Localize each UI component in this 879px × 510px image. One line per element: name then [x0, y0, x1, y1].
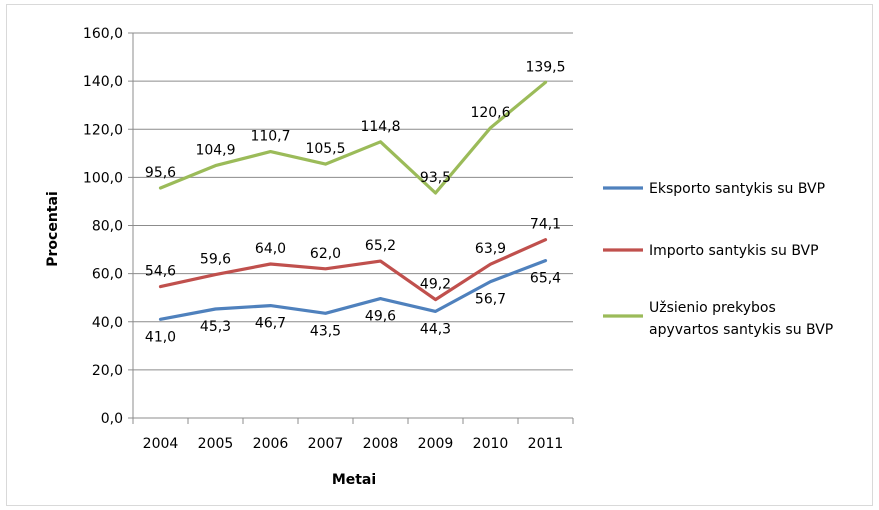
legend: Eksporto santykis su BVP Importo santykis…: [603, 181, 833, 338]
x-tick-label: 2004: [143, 436, 179, 452]
data-label: 65,2: [365, 238, 396, 254]
y-tick-label: 100,0: [83, 170, 123, 186]
data-label: 59,6: [200, 252, 231, 268]
chart-frame: [6, 4, 873, 506]
data-label: 95,6: [145, 165, 176, 181]
y-tick-label: 80,0: [92, 219, 123, 235]
data-label: 114,8: [360, 119, 400, 135]
series-line-3: [158, 80, 548, 195]
x-tick-label: 2010: [473, 436, 509, 452]
data-label: 56,7: [475, 292, 506, 308]
data-label: 44,3: [420, 321, 451, 337]
data-label: 43,5: [310, 323, 341, 339]
data-label: 104,9: [195, 143, 235, 159]
gridlines: [133, 32, 573, 371]
x-tick-label: 2009: [418, 436, 454, 452]
data-label: 64,0: [255, 241, 286, 257]
x-tick-label: 2008: [363, 436, 399, 452]
x-tick-label: 2006: [253, 436, 289, 452]
data-label: 62,0: [310, 246, 341, 262]
y-tick-label: 60,0: [92, 267, 123, 283]
data-label: 49,2: [420, 277, 451, 293]
y-tick-label: 40,0: [92, 315, 123, 331]
data-label: 105,5: [305, 141, 345, 157]
data-label: 74,1: [530, 217, 561, 233]
data-label: 65,4: [530, 271, 561, 287]
data-label: 120,6: [470, 105, 510, 121]
axes: [128, 32, 574, 424]
y-tick-label: 160,0: [83, 26, 123, 42]
data-label: 54,6: [145, 264, 176, 280]
data-label: 93,5: [420, 170, 451, 186]
series-line-2: [158, 238, 548, 302]
data-labels: 41,0 45,3 46,7 43,5 49,6 44,3 56,7 65,4 54,6 59,6…: [145, 59, 566, 345]
data-label: 110,7: [250, 129, 290, 145]
x-tick-label: 2005: [198, 436, 234, 452]
series-lines: [158, 80, 548, 321]
series-line-1: [158, 259, 548, 321]
legend-label-1: Eksporto santykis su BVP: [649, 181, 825, 197]
data-label: 45,3: [200, 319, 231, 335]
y-tick-label: 120,0: [83, 122, 123, 138]
y-tick-label: 20,0: [92, 363, 123, 379]
y-tick-labels: 0,0 20,0 40,0 60,0 80,0 100,0 120,0 140,0 160,0: [83, 26, 123, 427]
data-label: 49,6: [365, 309, 396, 325]
data-label: 46,7: [255, 316, 286, 332]
y-axis-title: Procentai: [45, 191, 61, 266]
x-tick-label: 2011: [528, 436, 564, 452]
legend-label-2: Importo santykis su BVP: [649, 243, 819, 259]
y-tick-label: 0,0: [101, 411, 123, 427]
x-tick-label: 2007: [308, 436, 344, 452]
legend-label-3: apyvartos santykis su BVP: [649, 322, 833, 338]
data-label: 41,0: [145, 329, 176, 345]
legend-label-3: Užsienio prekybos: [649, 300, 776, 316]
x-axis-title: Metai: [332, 472, 376, 488]
x-tick-labels: 2004 2005 2006 2007 2008 2009 2010 2011: [143, 436, 564, 452]
y-tick-label: 140,0: [83, 74, 123, 90]
data-label: 139,5: [525, 59, 565, 75]
data-label: 63,9: [475, 241, 506, 257]
